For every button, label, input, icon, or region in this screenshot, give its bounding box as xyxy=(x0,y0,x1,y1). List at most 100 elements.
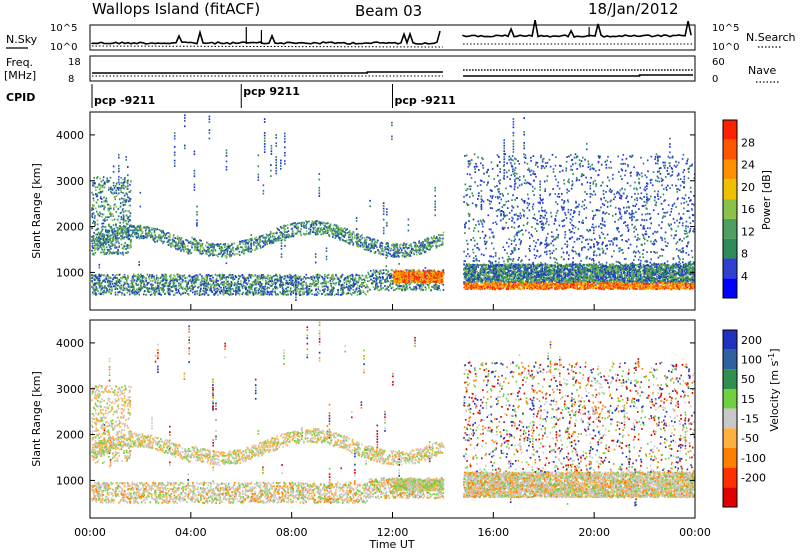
scatter-cell xyxy=(223,293,225,295)
scatter-cell xyxy=(380,285,382,287)
scatter-cell xyxy=(121,182,123,184)
scatter-cell xyxy=(194,186,196,188)
scatter-cell xyxy=(178,274,180,276)
scatter-cell xyxy=(117,194,119,196)
scatter-cell xyxy=(180,242,182,244)
scatter-cell xyxy=(131,234,133,236)
scatter-cell xyxy=(98,206,100,208)
scatter-cell xyxy=(144,281,146,283)
scatter-cell xyxy=(264,286,266,288)
scatter-cell xyxy=(315,232,317,234)
scatter-cell xyxy=(130,242,132,244)
scatter-cell xyxy=(262,286,264,288)
scatter-cell xyxy=(669,138,671,140)
scatter-cell xyxy=(355,279,357,281)
scatter-cell xyxy=(139,294,141,296)
scatter-cell xyxy=(295,297,297,299)
scatter-cell xyxy=(277,228,279,230)
scatter-cell xyxy=(285,276,287,278)
scatter-cell xyxy=(183,241,185,243)
scatter-cell xyxy=(103,236,105,238)
scatter-cell xyxy=(322,289,324,291)
scatter-cell xyxy=(189,286,191,288)
scatter-cell xyxy=(503,139,505,141)
scatter-cell xyxy=(111,192,113,194)
scatter-cell xyxy=(253,244,255,246)
scatter-cell xyxy=(121,216,123,218)
scatter-cell xyxy=(388,249,390,251)
scatter-cell xyxy=(168,239,170,241)
scatter-cell xyxy=(274,236,276,238)
scatter-cell xyxy=(99,212,101,214)
scatter-cell xyxy=(282,236,284,238)
scatter-cell xyxy=(246,242,248,244)
scatter-cell xyxy=(94,283,96,285)
scatter-cell xyxy=(104,226,106,228)
scatter-cell xyxy=(266,293,268,295)
scatter-cell xyxy=(305,282,307,284)
scatter-cell xyxy=(364,281,366,283)
scatter-cell xyxy=(194,245,196,247)
scatter-cell xyxy=(264,151,266,153)
scatter-cell xyxy=(374,280,376,282)
scatter-cell xyxy=(386,281,388,283)
scatter-cell xyxy=(439,289,441,291)
scatter-cell xyxy=(122,231,124,233)
scatter-cell xyxy=(115,239,117,241)
scatter-cell xyxy=(546,253,548,255)
scatter-cell xyxy=(104,183,106,185)
scatter-cell xyxy=(279,292,281,294)
noise-left-tick-top: 10^5 xyxy=(50,23,77,34)
scatter-cell xyxy=(384,285,386,287)
scatter-cell xyxy=(107,275,109,277)
scatter-cell xyxy=(180,275,182,277)
scatter-cell xyxy=(215,254,217,256)
scatter-cell xyxy=(285,237,287,239)
scatter-cell xyxy=(125,159,127,161)
scatter-cell xyxy=(97,239,99,241)
scatter-cell xyxy=(420,285,422,287)
scatter-cell xyxy=(370,270,372,272)
scatter-cell xyxy=(135,283,137,285)
scatter-cell xyxy=(273,242,275,244)
scatter-cell xyxy=(121,292,123,294)
scatter-cell xyxy=(184,145,186,147)
scatter-cell xyxy=(190,288,192,290)
scatter-cell xyxy=(184,120,186,122)
scatter-cell xyxy=(169,232,171,234)
scatter-cell xyxy=(94,286,96,288)
cpid-segment-label: pcp 9211 xyxy=(243,85,300,98)
scatter-cell xyxy=(261,277,263,279)
scatter-cell xyxy=(436,242,438,244)
scatter-cell xyxy=(325,285,327,287)
scatter-cell xyxy=(426,245,428,247)
scatter-cell xyxy=(154,294,156,296)
scatter-cell xyxy=(281,256,283,258)
scatter-cell xyxy=(287,236,289,238)
scatter-cell xyxy=(152,235,154,237)
scatter-cell xyxy=(161,274,163,276)
scatter-cell xyxy=(104,249,106,251)
scatter-cell xyxy=(270,233,272,235)
scatter-cell xyxy=(373,277,375,279)
scatter-cell xyxy=(172,277,174,279)
scatter-cell xyxy=(364,241,366,243)
scatter-cell xyxy=(401,249,403,251)
scatter-cell xyxy=(513,126,515,128)
scatter-cell xyxy=(389,284,391,286)
scatter-cell xyxy=(305,284,307,286)
scatter-cell xyxy=(327,277,329,279)
scatter-cell xyxy=(139,275,141,277)
scatter-cell xyxy=(192,243,194,245)
scatter-cell xyxy=(116,241,118,243)
scatter-cell xyxy=(110,284,112,286)
scatter-cell xyxy=(265,280,267,282)
scatter-cell xyxy=(379,246,381,248)
scatter-cell xyxy=(300,234,302,236)
scatter-cell xyxy=(191,281,193,283)
scatter-cell xyxy=(275,137,277,139)
scatter-cell xyxy=(240,241,242,243)
scatter-cell xyxy=(669,157,671,159)
scatter-cell xyxy=(282,287,284,289)
scatter-cell xyxy=(115,294,117,296)
